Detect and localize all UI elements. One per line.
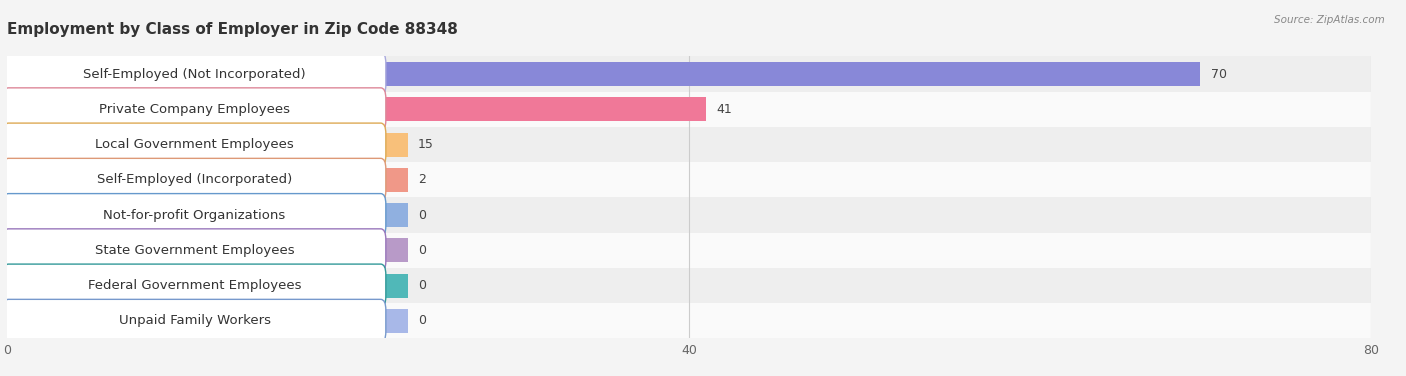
Text: Federal Government Employees: Federal Government Employees [87, 279, 301, 292]
Text: Unpaid Family Workers: Unpaid Family Workers [118, 314, 270, 327]
Bar [7, 233, 1371, 268]
Bar [7, 97, 706, 121]
Bar [7, 56, 1371, 92]
FancyBboxPatch shape [3, 53, 385, 96]
Text: 15: 15 [418, 138, 434, 151]
Bar [7, 162, 1371, 197]
Text: 70: 70 [1211, 68, 1226, 80]
FancyBboxPatch shape [3, 88, 385, 131]
Bar [7, 92, 1371, 127]
Text: Source: ZipAtlas.com: Source: ZipAtlas.com [1274, 15, 1385, 25]
FancyBboxPatch shape [3, 229, 385, 272]
Bar [7, 168, 408, 192]
Bar [7, 127, 1371, 162]
Text: Private Company Employees: Private Company Employees [98, 103, 290, 116]
Bar [7, 309, 408, 333]
Bar [7, 274, 408, 297]
Bar [7, 203, 408, 227]
FancyBboxPatch shape [3, 299, 385, 342]
Text: Employment by Class of Employer in Zip Code 88348: Employment by Class of Employer in Zip C… [7, 22, 458, 36]
FancyBboxPatch shape [3, 123, 385, 166]
FancyBboxPatch shape [3, 194, 385, 237]
Text: 0: 0 [418, 209, 426, 221]
Bar [7, 133, 408, 156]
Text: Local Government Employees: Local Government Employees [96, 138, 294, 151]
Text: 2: 2 [418, 173, 426, 186]
Text: Self-Employed (Not Incorporated): Self-Employed (Not Incorporated) [83, 68, 307, 80]
Text: 41: 41 [716, 103, 733, 116]
FancyBboxPatch shape [3, 264, 385, 307]
Text: State Government Employees: State Government Employees [94, 244, 294, 257]
Bar [7, 62, 1201, 86]
Text: 0: 0 [418, 279, 426, 292]
Bar [7, 238, 408, 262]
Bar [7, 303, 1371, 338]
FancyBboxPatch shape [3, 158, 385, 201]
Text: 0: 0 [418, 314, 426, 327]
Text: Not-for-profit Organizations: Not-for-profit Organizations [104, 209, 285, 221]
Bar [7, 268, 1371, 303]
Text: 0: 0 [418, 244, 426, 257]
Text: Self-Employed (Incorporated): Self-Employed (Incorporated) [97, 173, 292, 186]
Bar [7, 197, 1371, 233]
